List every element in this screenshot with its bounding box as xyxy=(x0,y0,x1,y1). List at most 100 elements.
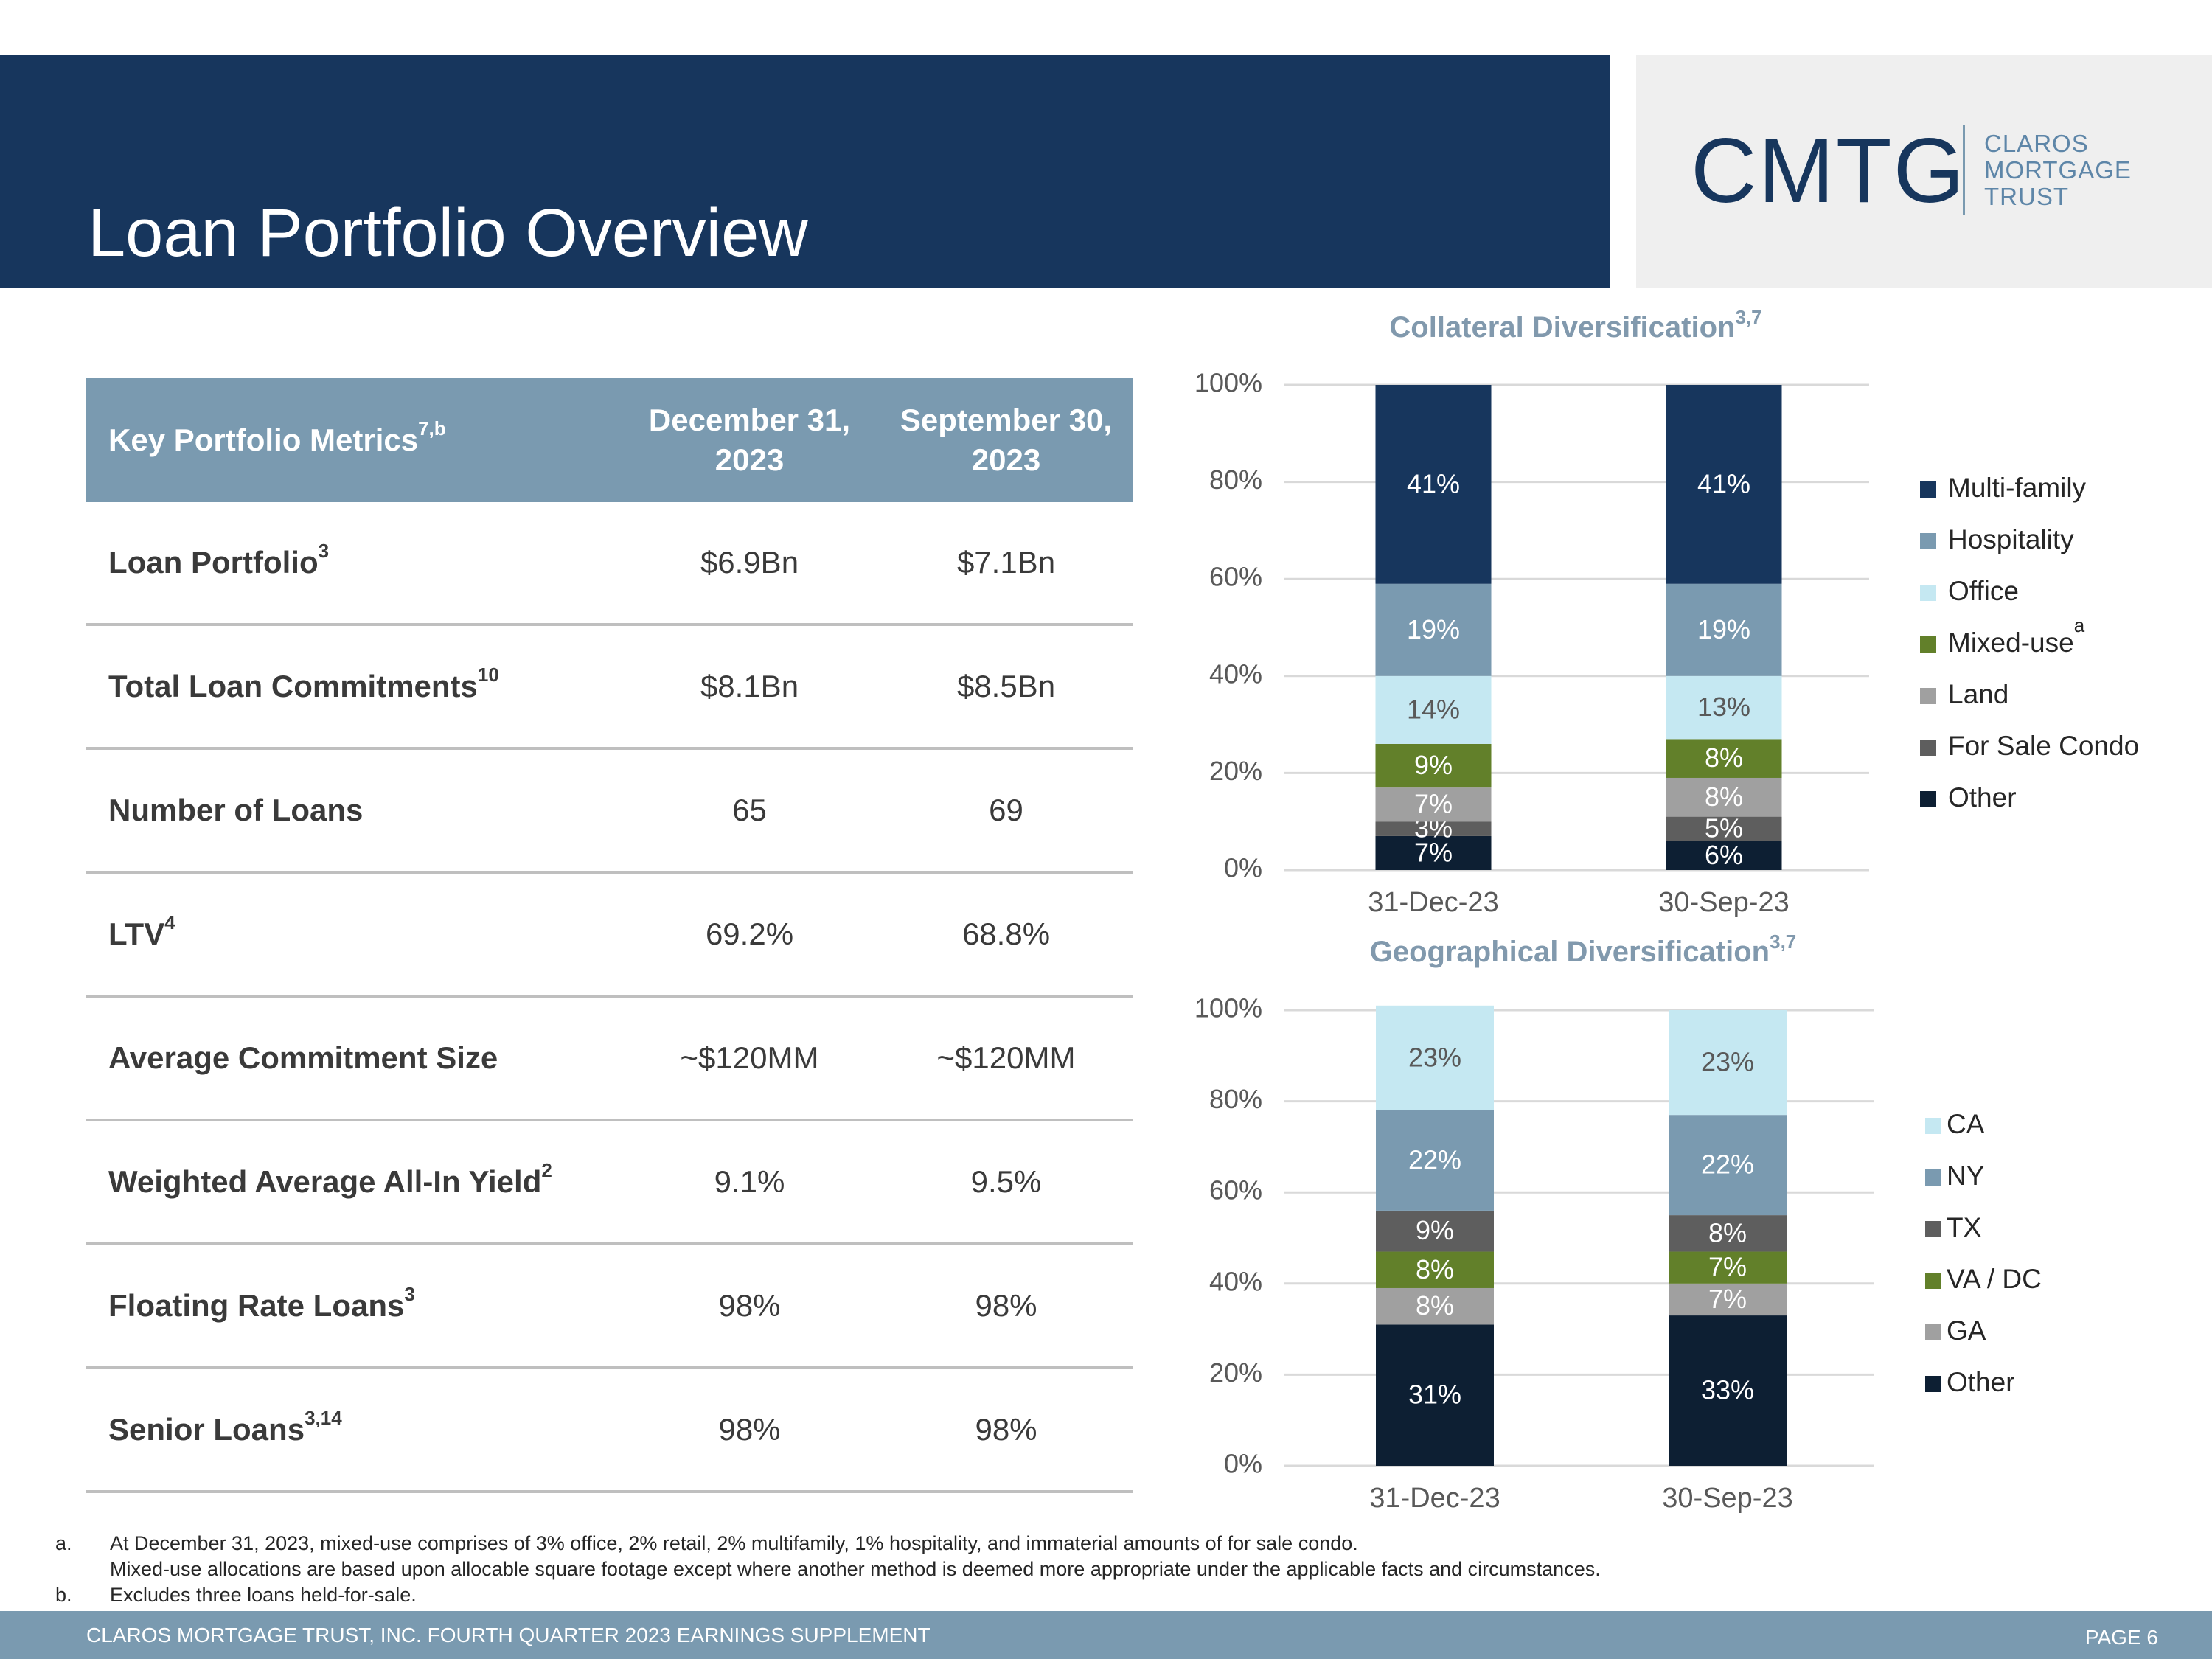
data-label: 8% xyxy=(1705,782,1743,812)
legend-label: Other xyxy=(1947,1367,2015,1397)
legend-label: Office xyxy=(1948,576,2019,606)
footnotes: a. At December 31, 2023, mixed-use compri… xyxy=(55,1531,1601,1608)
bar-segment xyxy=(1375,675,1492,744)
data-label: 7% xyxy=(1414,837,1453,867)
chart-title-sup: 3,7 xyxy=(1770,931,1796,953)
bar-segment xyxy=(1666,777,1782,817)
table-row: Average Commitment Size ~$120MM ~$120MM xyxy=(86,998,1133,1121)
legend-swatch xyxy=(1925,1169,1941,1186)
row-label: Loan Portfolio 3 xyxy=(108,502,329,623)
bar-segment xyxy=(1376,1251,1494,1288)
logo: CMTG CLAROS MORTGAGE TRUST xyxy=(1636,55,2212,288)
label-text: Key Portfolio Metrics xyxy=(108,422,419,457)
data-label: 23% xyxy=(1701,1047,1754,1077)
legend-label: CA xyxy=(1947,1109,1985,1139)
bar-segment xyxy=(1376,1287,1494,1325)
row-label: Total Loan Commitments 10 xyxy=(108,626,499,747)
table-row: Senior Loans 3,14 98% 98% xyxy=(86,1369,1133,1493)
page-title: Loan Portfolio Overview xyxy=(88,195,808,271)
header-cell: December 31, 2023 xyxy=(648,403,851,477)
row-label: LTV 4 xyxy=(108,874,175,995)
footer: CLAROS MORTGAGE TRUST, INC. FOURTH QUART… xyxy=(0,1611,2212,1659)
superscript: 10 xyxy=(477,663,499,686)
table-row: Number of Loans 65 69 xyxy=(86,750,1133,874)
cell-value: ~$120MM xyxy=(936,1040,1076,1075)
y-tick-label: 40% xyxy=(1209,658,1262,689)
data-label: 9% xyxy=(1416,1215,1454,1245)
footnote: b. Excludes three loans held-for-sale. xyxy=(55,1582,1601,1608)
chart-title: Collateral Diversification3,7 xyxy=(1389,306,1761,344)
label-text: LTV xyxy=(108,917,165,951)
legend-text: Land xyxy=(1948,679,2008,709)
superscript: 3,14 xyxy=(305,1406,342,1429)
bar-segment xyxy=(1669,1251,1787,1284)
table-row: Total Loan Commitments 10 $8.1Bn $8.5Bn xyxy=(86,626,1133,750)
table-row: LTV 4 69.2% 68.8% xyxy=(86,874,1133,998)
data-label: 31% xyxy=(1408,1380,1461,1410)
header-band xyxy=(0,55,1610,288)
bar-segment xyxy=(1666,385,1782,584)
legend-swatch xyxy=(1920,791,1936,807)
table-header: Key Portfolio Metrics 7,b December 31, 202… xyxy=(86,378,1133,502)
bar-segment xyxy=(1376,1210,1494,1252)
label-text: Number of Loans xyxy=(108,793,364,827)
cell-value: 98% xyxy=(718,1412,781,1447)
row-label: Floating Rate Loans 3 xyxy=(108,1245,415,1366)
y-tick-label: 80% xyxy=(1209,465,1262,495)
bar-segment xyxy=(1669,1215,1787,1252)
footnote-line: Mixed-use allocations are based upon all… xyxy=(110,1558,1601,1580)
bar-segment xyxy=(1375,583,1492,676)
x-tick-label: 31-Dec-23 xyxy=(1369,1483,1500,1514)
legend-text: Hospitality xyxy=(1948,524,2074,554)
legend-text: CA xyxy=(1947,1109,1985,1139)
footnote-line: At December 31, 2023, mixed-use comprise… xyxy=(110,1532,1358,1554)
legend-swatch xyxy=(1920,533,1936,549)
legend-text: Other xyxy=(1947,1367,2015,1397)
row-label: Senior Loans 3,14 xyxy=(108,1369,342,1490)
data-label: 8% xyxy=(1416,1254,1454,1284)
y-tick-label: 80% xyxy=(1209,1084,1262,1114)
x-tick-label: 30-Sep-23 xyxy=(1662,1483,1792,1514)
superscript: 7,b xyxy=(418,417,446,439)
data-label: 5% xyxy=(1705,813,1743,844)
data-label: 22% xyxy=(1701,1150,1754,1180)
x-tick-label: 31-Dec-23 xyxy=(1368,887,1498,918)
legend-swatch xyxy=(1920,636,1936,653)
bar-segment xyxy=(1375,385,1492,584)
y-tick-label: 0% xyxy=(1224,853,1262,883)
y-tick-label: 100% xyxy=(1194,993,1262,1023)
y-tick-label: 100% xyxy=(1194,368,1262,398)
legend-text: Multi-family xyxy=(1948,473,2087,503)
bar-segment xyxy=(1669,1010,1787,1116)
legend-text: NY xyxy=(1947,1161,1984,1191)
row-label: Average Commitment Size xyxy=(108,998,498,1119)
bar-segment xyxy=(1376,1110,1494,1211)
page-number: PAGE 6 xyxy=(2084,1626,2158,1649)
data-label: 8% xyxy=(1416,1290,1454,1321)
bar-segment xyxy=(1669,1315,1787,1466)
label-text: Total Loan Commitments xyxy=(108,669,478,703)
cell-value: 65 xyxy=(732,793,767,827)
bar-segment xyxy=(1375,787,1492,822)
cell-value: 98% xyxy=(975,1288,1037,1323)
cell-value: 9.5% xyxy=(970,1164,1042,1199)
cell-value: $6.9Bn xyxy=(700,545,799,580)
header-label: Key Portfolio Metrics 7,b xyxy=(108,378,446,502)
legend-swatch xyxy=(1925,1376,1941,1392)
logo-line: TRUST xyxy=(1984,183,2069,210)
cell-value: ~$120MM xyxy=(680,1040,819,1075)
legend-text: Other xyxy=(1948,782,2017,813)
bar-segment xyxy=(1666,816,1782,841)
data-label: 7% xyxy=(1414,789,1453,819)
data-label: 19% xyxy=(1407,614,1460,644)
legend-swatch xyxy=(1925,1221,1941,1237)
bar-segment xyxy=(1375,743,1492,788)
y-tick-label: 20% xyxy=(1209,756,1262,786)
legend-label: Multi-family xyxy=(1948,473,2087,503)
cell-value: 9.1% xyxy=(714,1164,785,1199)
chart-title-text: Collateral Diversification xyxy=(1389,311,1735,344)
data-label: 22% xyxy=(1408,1144,1461,1175)
label-text: Floating Rate Loans xyxy=(108,1288,405,1323)
